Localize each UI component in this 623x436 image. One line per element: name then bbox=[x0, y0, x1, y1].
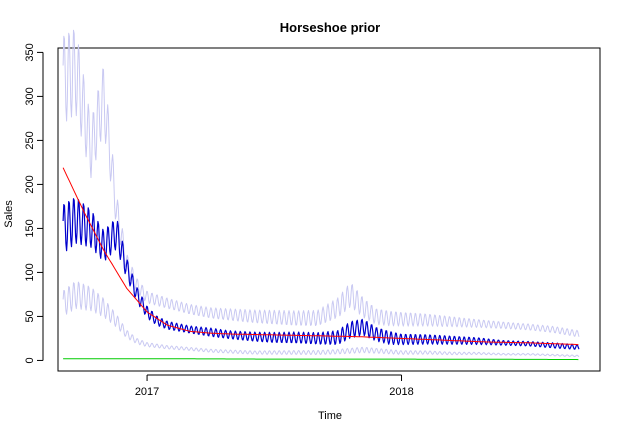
y-tick-label: 300 bbox=[24, 87, 36, 105]
series-line-interval-lower bbox=[62, 281, 580, 358]
series-line-fitted-trend bbox=[62, 167, 579, 346]
plot-area: 0 50 100 150 200 250 300 350 2017 2018 bbox=[24, 29, 601, 398]
series-line-interval-upper bbox=[62, 29, 580, 337]
series-line-baseline bbox=[63, 358, 579, 361]
x-axis-label: Time bbox=[318, 410, 342, 422]
chart-title: Horseshoe prior bbox=[280, 20, 380, 35]
y-tick-label: 0 bbox=[24, 357, 36, 363]
y-tick-label: 350 bbox=[24, 43, 36, 61]
series-line-observed bbox=[62, 198, 580, 350]
x-tick-label: 2017 bbox=[135, 386, 159, 398]
y-tick-label: 100 bbox=[24, 263, 36, 281]
x-tick-label: 2018 bbox=[389, 386, 413, 398]
y-tick-label: 200 bbox=[24, 175, 36, 193]
y-axis-label: Sales bbox=[3, 200, 15, 228]
plot-frame bbox=[57, 47, 601, 372]
y-tick-label: 250 bbox=[24, 131, 36, 149]
y-tick-label: 150 bbox=[24, 219, 36, 237]
y-tick-label: 50 bbox=[24, 310, 36, 322]
